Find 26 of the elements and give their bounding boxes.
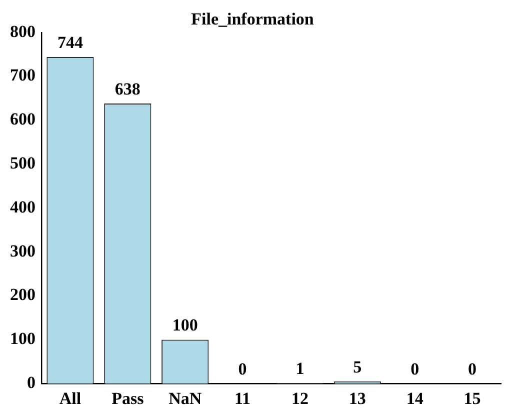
x-tick-label: 11 xyxy=(234,389,251,408)
data-label: 638 xyxy=(114,79,140,98)
x-tick-label: 14 xyxy=(406,389,424,408)
y-tick-label: 600 xyxy=(10,110,36,129)
x-tick-label: 12 xyxy=(291,389,308,408)
x-tick-label: NaN xyxy=(168,389,202,408)
x-tick-label: All xyxy=(59,389,82,408)
y-tick-label: 700 xyxy=(10,66,36,85)
data-label: 0 xyxy=(468,359,477,378)
y-tick-label: 500 xyxy=(10,153,36,172)
data-label: 0 xyxy=(410,359,420,378)
y-tick-label: 800 xyxy=(10,22,36,41)
y-tick-label: 300 xyxy=(10,241,36,260)
chart-title: File_information xyxy=(191,10,314,29)
data-label: 0 xyxy=(238,359,247,378)
y-tick-label: 0 xyxy=(27,372,36,392)
y-tick-label: 200 xyxy=(10,285,36,304)
x-tick-label: 15 xyxy=(464,389,481,408)
x-tick-label: Pass xyxy=(112,389,144,408)
data-label: 5 xyxy=(353,357,362,376)
data-label: 744 xyxy=(57,32,84,52)
data-label: 1 xyxy=(296,359,304,378)
x-tick-label: 13 xyxy=(348,389,366,408)
y-tick-label: 400 xyxy=(10,197,36,216)
data-label: 100 xyxy=(172,316,198,335)
y-tick-label: 100 xyxy=(10,329,36,348)
